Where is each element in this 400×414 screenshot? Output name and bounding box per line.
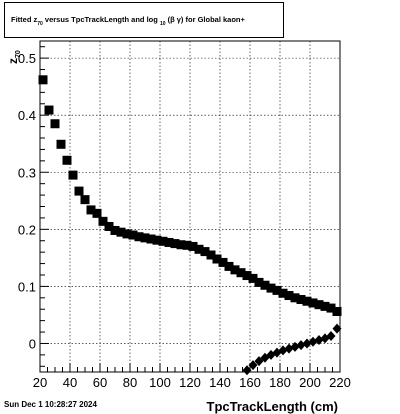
chart-title-sub2: 10 xyxy=(159,21,166,27)
data-point-square xyxy=(74,186,84,196)
data-point-square xyxy=(38,75,48,85)
footer-date: Sun Dec 1 10:28:27 2024 xyxy=(4,400,97,409)
data-point-square xyxy=(314,300,324,310)
data-point-square xyxy=(224,261,234,271)
x-tick-label: 60 xyxy=(93,375,107,390)
data-point-diamond xyxy=(242,365,252,376)
data-point-square xyxy=(128,230,138,240)
data-point-square xyxy=(320,301,330,311)
data-point-square xyxy=(92,208,102,218)
data-point-square xyxy=(158,236,168,246)
chart-title-part2: versus TpcTrackLength and log xyxy=(42,15,158,24)
y-axis-label-subscript: 70 xyxy=(15,50,22,58)
x-tick-label: 80 xyxy=(123,375,137,390)
data-point-square xyxy=(332,307,342,317)
data-point-square xyxy=(116,227,126,237)
data-point-square xyxy=(170,239,180,249)
data-point-square xyxy=(248,273,258,283)
data-point-square xyxy=(134,232,144,242)
axis-ticks xyxy=(39,46,341,372)
y-tick-label: 0.2 xyxy=(18,222,36,237)
x-tick-label: 200 xyxy=(299,375,321,390)
data-point-square xyxy=(50,119,60,129)
data-point-square xyxy=(260,280,270,290)
data-point-square xyxy=(152,235,162,245)
data-point-square xyxy=(272,285,282,295)
chart-title-sub1: 70 xyxy=(37,21,43,27)
y-tick-label: 0.5 xyxy=(18,51,36,66)
data-point-diamond xyxy=(326,331,336,342)
data-point-square xyxy=(164,237,174,247)
data-point-square xyxy=(284,291,294,301)
x-tick-label: 40 xyxy=(63,375,77,390)
data-point-square xyxy=(242,271,252,281)
chart-title-part1: Fitted z xyxy=(11,15,38,24)
data-point-square xyxy=(98,216,108,226)
data-point-square xyxy=(110,225,120,235)
data-point-square xyxy=(182,240,192,250)
x-tick-label: 140 xyxy=(209,375,231,390)
data-point-square xyxy=(44,105,54,115)
data-point-square xyxy=(200,247,210,257)
x-tick-label: 160 xyxy=(239,375,261,390)
data-point-square xyxy=(176,240,186,250)
y-axis-label-text: z70 xyxy=(6,50,22,64)
data-point-square xyxy=(302,296,312,306)
data-point-square xyxy=(218,257,228,267)
data-point-square xyxy=(80,195,90,205)
data-point-square xyxy=(230,265,240,275)
data-point-diamond xyxy=(254,356,264,367)
data-point-square xyxy=(206,250,216,260)
data-point-square xyxy=(296,295,306,305)
x-tick-label: 180 xyxy=(269,375,291,390)
data-point-square xyxy=(86,205,96,215)
data-point-square xyxy=(104,221,114,231)
data-point-diamond xyxy=(248,360,258,371)
x-tick-label: 100 xyxy=(149,375,171,390)
tick-labels: 20 40 60 80 100 120 140 160 180 200 220 0 0.1 0.2 0.3 0… xyxy=(18,51,351,390)
data-marks xyxy=(38,75,342,376)
data-point-square xyxy=(62,155,72,165)
data-point-diamond xyxy=(332,323,342,334)
data-point-square xyxy=(254,277,264,287)
data-point-square xyxy=(56,139,66,149)
data-point-square xyxy=(326,303,336,313)
data-point-square xyxy=(188,241,198,251)
y-tick-label: 0 xyxy=(29,336,36,351)
x-tick-label: 120 xyxy=(179,375,201,390)
data-point-square xyxy=(266,283,276,293)
chart-title: Fitted z70 versus TpcTrackLength and log… xyxy=(11,15,245,27)
y-tick-label: 0.1 xyxy=(18,279,36,294)
x-tick-label: 20 xyxy=(33,375,47,390)
data-point-square xyxy=(68,170,78,180)
x-axis-label: TpcTrackLength (cm) xyxy=(207,399,338,414)
data-point-square xyxy=(278,288,288,298)
data-point-square xyxy=(194,244,204,254)
x-tick-label: 220 xyxy=(329,375,351,390)
data-point-square xyxy=(308,298,318,308)
grid xyxy=(39,41,341,372)
y-axis-label: z70 xyxy=(6,50,22,64)
data-point-square xyxy=(290,293,300,303)
y-tick-label: 0.3 xyxy=(18,165,36,180)
data-point-square xyxy=(146,234,156,244)
chart-title-part3: (β γ) for Global kaon+ xyxy=(167,15,245,24)
y-tick-label: 0.4 xyxy=(18,108,36,123)
data-point-square xyxy=(212,254,222,264)
data-point-square xyxy=(122,229,132,239)
chart-title-box: Fitted z70 versus TpcTrackLength and log… xyxy=(4,2,284,38)
data-point-square xyxy=(140,233,150,243)
y-axis-label-main: z xyxy=(6,58,20,64)
data-point-square xyxy=(236,268,246,278)
